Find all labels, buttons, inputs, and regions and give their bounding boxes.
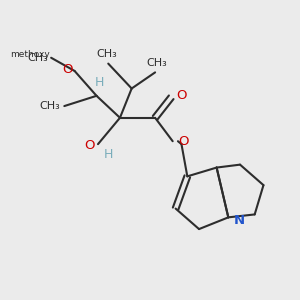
Text: CH₃: CH₃ [28, 53, 48, 63]
Text: CH₃: CH₃ [146, 58, 167, 68]
Text: N: N [234, 214, 245, 227]
Text: O: O [178, 135, 188, 148]
Text: H: H [104, 148, 113, 161]
Text: CH₃: CH₃ [96, 49, 117, 59]
Text: H: H [95, 76, 104, 89]
Text: CH₃: CH₃ [39, 101, 60, 111]
Text: O: O [63, 63, 73, 76]
Text: methoxy: methoxy [10, 50, 50, 59]
Text: O: O [85, 139, 95, 152]
Text: O: O [176, 89, 187, 102]
